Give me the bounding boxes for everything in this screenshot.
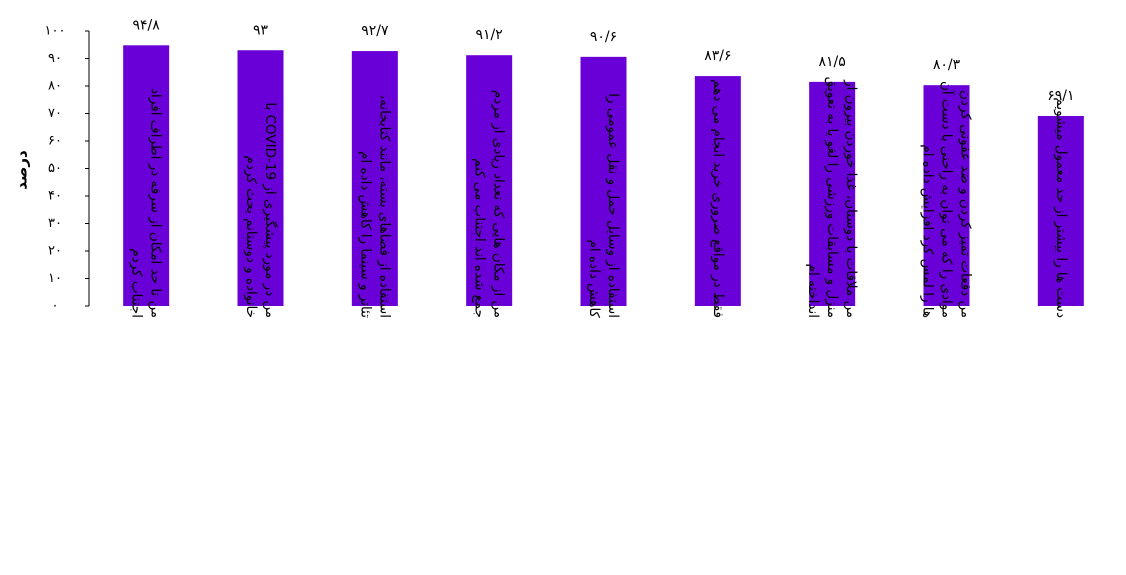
y-tick-label: ۱۰۰ xyxy=(45,24,66,39)
category-label-line: تئاتر و سینما را کاهش داده ام xyxy=(357,151,373,318)
data-label: ۹۱/۲ xyxy=(476,27,503,43)
y-axis-ticks: ۰ ۱۰ ۲۰ ۳۰ ۴۰ ۵۰ ۶۰ ۷۰ ۸۰ ۹۰ ۱۰۰ xyxy=(45,24,89,314)
category-label: من تا حد امکان از سرفه در اطراف افراداجت… xyxy=(129,88,164,318)
bars xyxy=(123,45,1084,307)
bar xyxy=(923,85,970,306)
category-label-line: من دفعات تمیز کردن و ضد عفونی کردن xyxy=(958,90,974,318)
category-label: استفاده از فضاهای بسته، مانند کتابخانه،ت… xyxy=(357,95,392,318)
bar xyxy=(237,50,284,306)
category-label-line: منزل و مسابقات ورزشی را لغو یا به تعویق xyxy=(824,77,840,318)
category-label-line: کاهش داده ام xyxy=(586,240,602,319)
category-label: استفاده از وسایل حمل و نقل عمومی راکاهش … xyxy=(586,93,621,318)
category-label: دست ها را بیشتر از حد معمول میشویم xyxy=(1053,97,1069,318)
bar xyxy=(351,51,398,307)
data-label: ۹۳ xyxy=(253,22,269,38)
category-label-line: من در مورد پیشگیری از COVID-19 با xyxy=(262,102,279,318)
category-label-line: من تا حد امکان از سرفه در اطراف افراد xyxy=(148,88,164,318)
category-label-line: جمع شده اند اجتناب می کنم xyxy=(472,158,488,318)
category-label-line: انداخته ام xyxy=(805,264,821,318)
y-tick-label: ۳۰ xyxy=(48,216,62,231)
category-label: من از مکان هایی که تعداد زیادی از مردمجم… xyxy=(472,90,507,318)
bar xyxy=(466,55,513,307)
category-label-line: من ملاقات با دوستان، غذا خوردن بیرون از xyxy=(843,79,859,318)
category-label: من ملاقات با دوستان، غذا خوردن بیرون ازم… xyxy=(805,77,859,318)
y-tick-label: ۵۰ xyxy=(48,161,62,176)
category-label-line: فقط در مواقع ضروری خرید انجام می دهم xyxy=(710,79,726,318)
category-label-line: ها را لمس کرد افزایش داده ام xyxy=(920,144,936,318)
category-label: من دفعات تمیز کردن و ضد عفونی کردنموادی … xyxy=(920,81,974,318)
category-label: من در مورد پیشگیری از COVID-19 باخانواده… xyxy=(243,102,279,318)
category-label: فقط در مواقع ضروری خرید انجام می دهم xyxy=(710,79,726,318)
category-label-line: اجتناب کردم xyxy=(129,248,145,318)
bar xyxy=(123,45,170,307)
category-label-line: استفاده از فضاهای بسته، مانند کتابخانه، xyxy=(376,95,392,318)
bar xyxy=(1037,115,1084,306)
y-tick-label: ۹۰ xyxy=(48,51,62,66)
y-tick-label: ۰ xyxy=(52,299,59,314)
y-tick-label: ۷۰ xyxy=(48,106,62,121)
data-label: ۸۰/۳ xyxy=(933,57,961,73)
bar xyxy=(694,76,741,306)
category-label-line: خانواده و دوستانم بحث کردم xyxy=(243,156,259,318)
y-axis-label: درصد xyxy=(13,150,31,190)
category-label-line: استفاده از وسایل حمل و نقل عمومی را xyxy=(605,93,621,318)
data-label: ۸۱/۵ xyxy=(819,54,846,70)
category-label-line: موادی را که می توان به راحتی با دست آن xyxy=(939,81,956,318)
bar xyxy=(580,56,627,306)
data-label: ۹۴/۸ xyxy=(133,17,161,33)
category-label-line: دست ها را بیشتر از حد معمول میشویم xyxy=(1053,97,1069,318)
data-label: ۹۲/۷ xyxy=(361,23,389,39)
data-label: ۸۳/۶ xyxy=(704,48,731,64)
category-labels: من تا حد امکان از سرفه در اطراف افراداجت… xyxy=(129,77,1069,319)
value-labels: ۹۴/۸ ۹۳ ۹۲/۷ ۹۱/۲ ۹۰/۶ ۸۳/۶ ۸۱/۵ ۸۰/۳ ۶۹/۱ xyxy=(133,17,1075,104)
y-tick-label: ۱۰ xyxy=(48,271,62,286)
bar xyxy=(809,81,856,306)
data-label: ۹۰/۶ xyxy=(590,29,617,45)
y-tick-label: ۲۰ xyxy=(48,244,62,259)
y-tick-label: ۶۰ xyxy=(48,134,62,149)
y-tick-label: ۴۰ xyxy=(48,189,62,204)
category-label-line: من از مکان هایی که تعداد زیادی از مردم xyxy=(491,90,507,318)
y-tick-label: ۸۰ xyxy=(48,79,62,94)
data-label: ۶۹/۱ xyxy=(1047,88,1074,104)
